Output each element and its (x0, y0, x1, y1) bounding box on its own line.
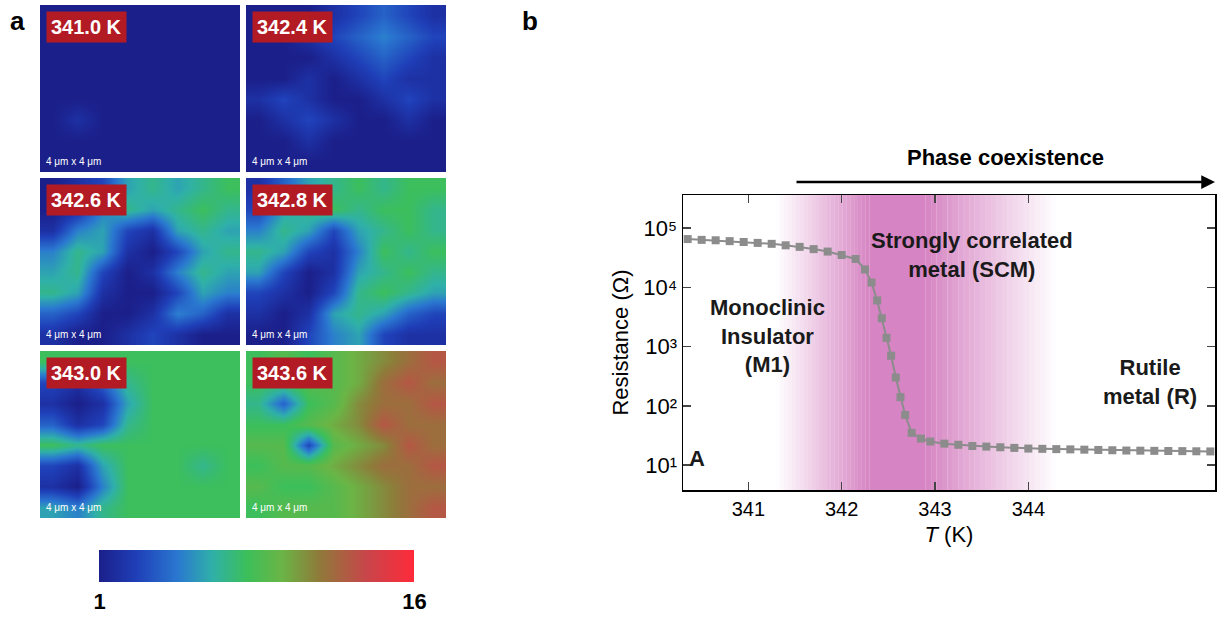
svg-text:16: 16 (402, 589, 426, 614)
svg-text:10²: 10² (645, 394, 677, 419)
svg-text:341.0 K: 341.0 K (51, 16, 122, 38)
svg-text:A: A (689, 446, 705, 471)
svg-text:4 μm x 4 μm: 4 μm x 4 μm (252, 156, 307, 167)
svg-text:b: b (522, 6, 538, 36)
svg-text:1: 1 (93, 589, 105, 614)
svg-text:Phase coexistence: Phase coexistence (907, 145, 1104, 170)
svg-text:341: 341 (732, 498, 765, 520)
svg-text:Resistance (Ω): Resistance (Ω) (608, 269, 633, 415)
svg-text:4 μm x 4 μm: 4 μm x 4 μm (46, 329, 101, 340)
svg-text:MonoclinicInsulator(M1): MonoclinicInsulator(M1) (710, 295, 825, 377)
svg-text:342: 342 (825, 498, 858, 520)
svg-text:4 μm x 4 μm: 4 μm x 4 μm (46, 502, 101, 513)
svg-text:a: a (10, 6, 25, 36)
svg-text:10⁴: 10⁴ (643, 275, 677, 300)
svg-text:343.6 K: 343.6 K (257, 362, 328, 384)
svg-text:10³: 10³ (645, 334, 677, 359)
svg-text:Rutilemetal (R): Rutilemetal (R) (1103, 355, 1197, 409)
svg-text:Strongly correlatedmetal (SCM): Strongly correlatedmetal (SCM) (871, 228, 1073, 282)
svg-text:4 μm x 4 μm: 4 μm x 4 μm (46, 156, 101, 167)
svg-text:343: 343 (918, 498, 951, 520)
svg-text:342.4 K: 342.4 K (257, 16, 328, 38)
svg-text:342.6 K: 342.6 K (51, 189, 122, 211)
svg-text:4 μm x 4 μm: 4 μm x 4 μm (252, 502, 307, 513)
svg-text:344: 344 (1012, 498, 1045, 520)
svg-text:343.0 K: 343.0 K (51, 362, 122, 384)
svg-text:10⁵: 10⁵ (644, 216, 678, 241)
svg-text:342.8 K: 342.8 K (257, 189, 328, 211)
svg-text:4 μm x 4 μm: 4 μm x 4 μm (252, 329, 307, 340)
svg-text:T (K): T (K) (925, 522, 974, 547)
svg-text:10¹: 10¹ (645, 453, 677, 478)
